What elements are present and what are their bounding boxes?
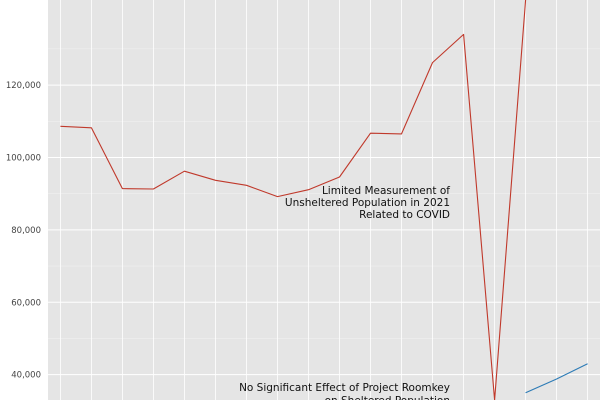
annotation-line: No Significant Effect of Project Roomkey <box>239 382 450 394</box>
series-line-1 <box>60 0 527 400</box>
annotation-line: Related to COVID <box>359 209 450 221</box>
y-tick-label: 100,000 <box>6 153 41 163</box>
series-lines <box>60 0 588 400</box>
y-tick-label: 60,000 <box>11 298 41 308</box>
annotation-2: No Significant Effect of Project Roomkey… <box>239 382 450 400</box>
plot-background <box>48 0 600 400</box>
y-tick-label: 80,000 <box>11 226 41 236</box>
series-line-2 <box>525 363 588 394</box>
y-axis: 40,000 60,000 80,000 100,000 120,000 <box>6 81 41 381</box>
y-tick-label: 40,000 <box>11 371 41 381</box>
y-tick-label: 120,000 <box>6 81 41 91</box>
annotations: Limited Measurement of Unsheltered Popula… <box>239 185 450 400</box>
annotation-line: Unsheltered Population in 2021 <box>285 197 450 209</box>
annotation-1: Limited Measurement of Unsheltered Popula… <box>285 185 450 221</box>
grid <box>48 0 600 400</box>
annotation-line: on Sheltered Population <box>325 395 450 400</box>
annotation-line: Limited Measurement of <box>322 185 450 197</box>
